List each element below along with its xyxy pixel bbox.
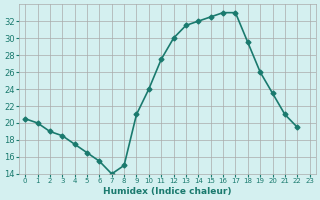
X-axis label: Humidex (Indice chaleur): Humidex (Indice chaleur): [103, 187, 232, 196]
